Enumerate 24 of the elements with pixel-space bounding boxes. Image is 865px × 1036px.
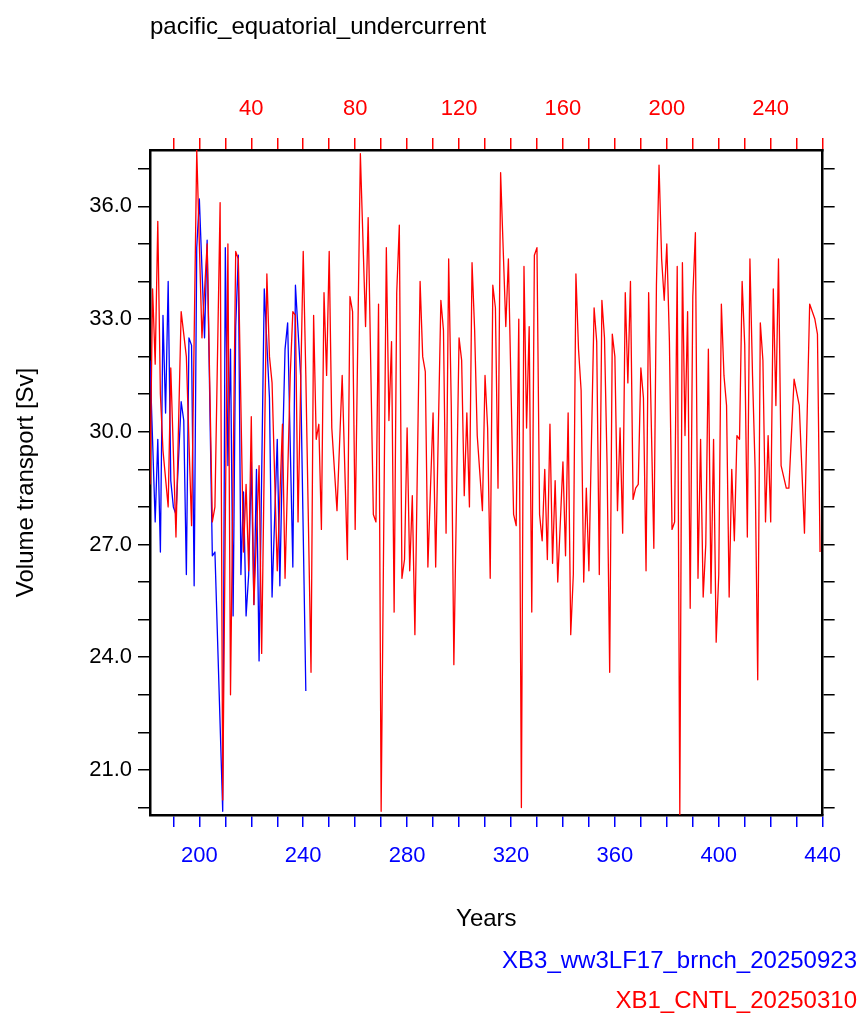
x-tick-label: 320	[492, 842, 530, 868]
x-tick-label: 280	[388, 842, 426, 868]
x2-tick-label: 120	[440, 94, 478, 120]
x-tick-label: 360	[596, 842, 634, 868]
y-tick-label: 21.0	[89, 755, 132, 781]
y-axis-title: Volume transport [Sv]	[11, 367, 39, 598]
x2-tick-label: 80	[342, 94, 368, 120]
y-tick-label: 27.0	[89, 530, 132, 556]
y-tick-label: 36.0	[89, 192, 132, 218]
text: XB1_CNTL_20250310	[614, 985, 857, 1015]
x-tick-label: 240	[284, 842, 322, 868]
x2-tick-label: 160	[544, 94, 582, 120]
x2-tick-label: 40	[239, 94, 264, 120]
x2-tick-label: 240	[752, 94, 790, 120]
y-tick-label: 24.0	[89, 643, 132, 669]
x2-tick-label: 200	[648, 94, 686, 120]
x-tick-label: 440	[804, 842, 842, 868]
x-tick-label: 400	[700, 842, 738, 868]
chart-title: pacific_equatorial_undercurrent	[150, 12, 487, 40]
y-tick-label: 30.0	[89, 417, 132, 443]
y-tick-label: 33.0	[89, 305, 132, 331]
text: XB3_ww3LF17_brnch_20250923	[501, 945, 857, 975]
x-tick-label: 200	[180, 842, 218, 868]
x-axis-title: Years	[456, 904, 517, 932]
